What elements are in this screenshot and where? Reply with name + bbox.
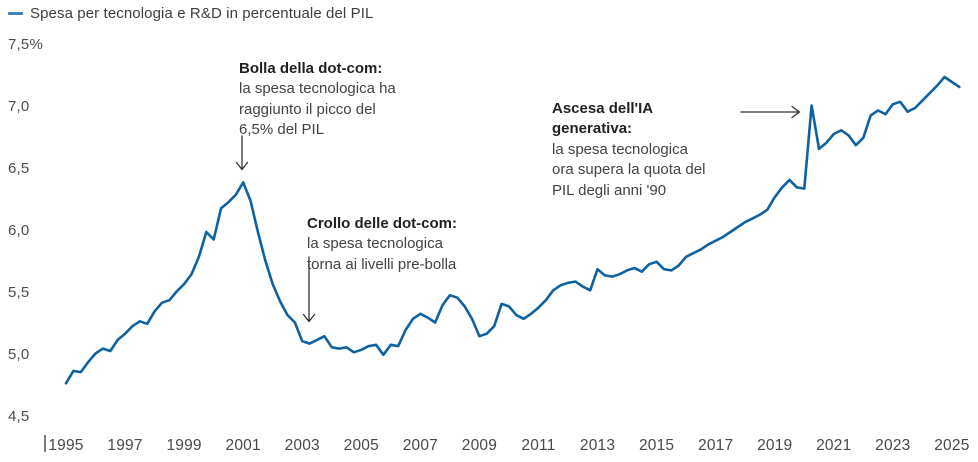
y-axis-tick-label: 4,5 [8, 408, 30, 425]
annotation-dotcom-bubble-heading: Bolla della dot-com: [239, 59, 383, 77]
annotation-genai-rise-heading: Ascesa dell'IA generativa: [552, 99, 654, 138]
x-axis-tick-label: 2013 [579, 437, 616, 454]
y-axis-tick-label: 5,0 [8, 346, 30, 363]
x-axis-tick-label: 1997 [107, 437, 143, 454]
legend-line-swatch [8, 12, 23, 15]
x-axis-tick-label: 2003 [284, 437, 320, 454]
x-axis-tick-label: 1995 [48, 437, 84, 454]
x-axis-tick-label: 2023 [875, 437, 911, 454]
legend-label: Spesa per tecnologia e R&D in percentual… [30, 5, 374, 22]
annotation-dotcom-crash-heading: Crollo delle dot-com: [307, 214, 457, 232]
annotation-dotcom-crash-body: la spesa tecnologica torna ai livelli pr… [307, 235, 457, 273]
x-axis-tick-label: 2009 [461, 437, 498, 454]
annotation-arrow-down-dotcom-crash [302, 256, 316, 323]
annotation-dotcom-crash: Crollo delle dot-com: la spesa tecnologic… [307, 193, 457, 275]
x-axis-tick-label: 2011 [521, 437, 556, 454]
x-axis-tick-label: 2017 [698, 437, 734, 454]
annotation-genai-rise-body: la spesa tecnologica ora supera la quota… [552, 140, 706, 199]
y-axis-tick-label: 5,5 [8, 284, 30, 301]
x-axis-tick-label: 2015 [638, 437, 675, 454]
x-axis-origin-tick [44, 435, 46, 452]
y-axis-tick-label: 6,5 [8, 160, 30, 177]
annotation-arrow-right-genai-rise [740, 105, 801, 119]
x-axis-tick-label: 2019 [757, 437, 793, 454]
x-axis-tick-label: 2001 [225, 437, 261, 454]
annotation-arrow-down-dotcom-bubble [235, 135, 249, 171]
series-line [64, 75, 961, 385]
x-axis-tick-label: 1999 [166, 437, 202, 454]
legend: Spesa per tecnologia e R&D in percentual… [8, 5, 373, 22]
x-axis-tick-label: 2007 [402, 437, 438, 454]
x-axis-tick-label: 2025 [934, 437, 970, 454]
annotation-dotcom-bubble: Bolla della dot-com: la spesa tecnologica… [239, 38, 396, 141]
y-axis-tick-label: 7,0 [8, 98, 30, 115]
y-axis-tick-label: 6,0 [8, 222, 30, 239]
x-axis-tick-label: 2005 [343, 437, 379, 454]
x-axis-tick-label: 2021 [816, 437, 852, 454]
annotation-genai-rise: Ascesa dell'IA generativa: la spesa tecno… [552, 78, 705, 201]
annotation-dotcom-bubble-body: la spesa tecnologica ha raggiunto il pic… [239, 80, 396, 138]
y-axis-tick-label: 7,5% [8, 36, 43, 53]
